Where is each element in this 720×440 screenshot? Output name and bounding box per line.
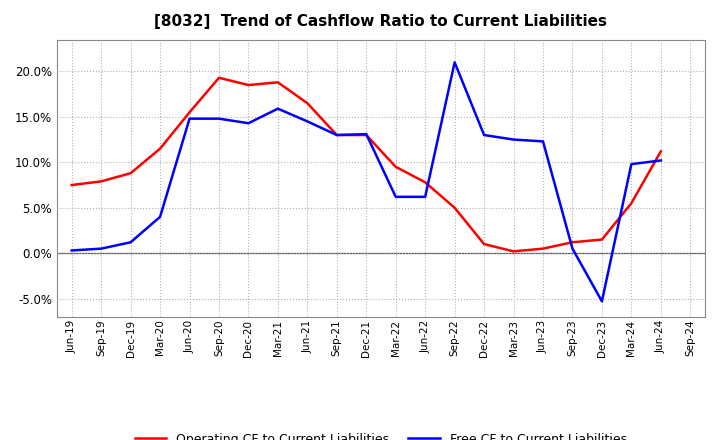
Operating CF to Current Liabilities [97,179,106,184]
Free CF to Current Liabilities [421,194,430,199]
Operating CF to Current Liabilities [68,182,76,187]
Operating CF to Current Liabilities [450,205,459,210]
Operating CF to Current Liabilities [509,249,518,254]
Operating CF to Current Liabilities [215,75,223,81]
Free CF to Current Liabilities [185,116,194,121]
Free CF to Current Liabilities [333,132,341,138]
Free CF to Current Liabilities [97,246,106,251]
Free CF to Current Liabilities [126,240,135,245]
Operating CF to Current Liabilities [126,171,135,176]
Free CF to Current Liabilities [392,194,400,199]
Free CF to Current Liabilities [450,60,459,65]
Operating CF to Current Liabilities [392,164,400,169]
Free CF to Current Liabilities [362,132,371,137]
Operating CF to Current Liabilities [333,132,341,138]
Free CF to Current Liabilities [303,119,312,124]
Operating CF to Current Liabilities [303,101,312,106]
Title: [8032]  Trend of Cashflow Ratio to Current Liabilities: [8032] Trend of Cashflow Ratio to Curren… [155,14,608,29]
Operating CF to Current Liabilities [539,246,547,251]
Operating CF to Current Liabilities [568,240,577,245]
Operating CF to Current Liabilities [156,146,164,151]
Operating CF to Current Liabilities [480,242,488,247]
Free CF to Current Liabilities [598,299,606,304]
Free CF to Current Liabilities [539,139,547,144]
Legend: Operating CF to Current Liabilities, Free CF to Current Liabilities: Operating CF to Current Liabilities, Fre… [130,429,631,440]
Operating CF to Current Liabilities [362,132,371,138]
Free CF to Current Liabilities [244,121,253,126]
Free CF to Current Liabilities [156,214,164,220]
Operating CF to Current Liabilities [627,201,636,206]
Operating CF to Current Liabilities [657,149,665,154]
Free CF to Current Liabilities [657,158,665,163]
Free CF to Current Liabilities [627,161,636,167]
Operating CF to Current Liabilities [274,80,282,85]
Operating CF to Current Liabilities [598,237,606,242]
Operating CF to Current Liabilities [185,110,194,115]
Line: Operating CF to Current Liabilities: Operating CF to Current Liabilities [72,78,661,251]
Line: Free CF to Current Liabilities: Free CF to Current Liabilities [72,62,661,301]
Free CF to Current Liabilities [274,106,282,111]
Free CF to Current Liabilities [509,137,518,142]
Free CF to Current Liabilities [568,246,577,251]
Operating CF to Current Liabilities [421,180,430,185]
Operating CF to Current Liabilities [244,82,253,88]
Free CF to Current Liabilities [480,132,488,138]
Free CF to Current Liabilities [68,248,76,253]
Free CF to Current Liabilities [215,116,223,121]
